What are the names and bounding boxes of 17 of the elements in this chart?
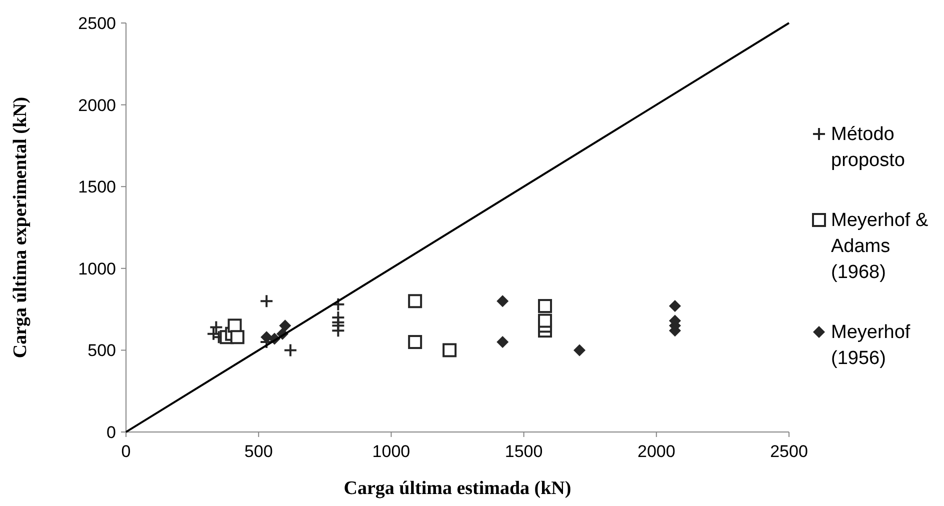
x-tick-label: 2000 bbox=[637, 442, 676, 461]
y-tick-label: 0 bbox=[106, 422, 116, 442]
y-tick-label: 1500 bbox=[78, 178, 116, 197]
y-tick-label: 1000 bbox=[78, 259, 116, 278]
x-axis-title: Carga última estimada (kN) bbox=[344, 478, 572, 499]
y-tick-label: 2000 bbox=[78, 96, 116, 115]
x-tick-label: 500 bbox=[244, 442, 273, 461]
x-tick-label: 1500 bbox=[504, 442, 543, 461]
x-tick-label: 1000 bbox=[372, 442, 410, 461]
y-tick-label: 2500 bbox=[78, 14, 116, 33]
y-axis-title: Carga última experimental (kN) bbox=[10, 96, 31, 358]
legend-label: Meyerhof (1956) bbox=[831, 322, 911, 369]
x-tick-label: 0 bbox=[121, 442, 131, 461]
x-tick-label: 2500 bbox=[770, 442, 808, 461]
legend-label: Método proposto bbox=[831, 124, 905, 171]
legend-label: Meyerhof & Adams (1968) bbox=[831, 210, 928, 283]
y-tick-label: 500 bbox=[88, 341, 116, 360]
